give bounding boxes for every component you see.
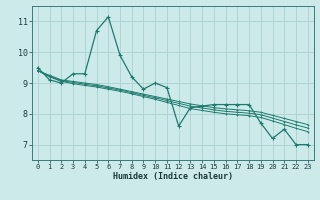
X-axis label: Humidex (Indice chaleur): Humidex (Indice chaleur) bbox=[113, 172, 233, 181]
